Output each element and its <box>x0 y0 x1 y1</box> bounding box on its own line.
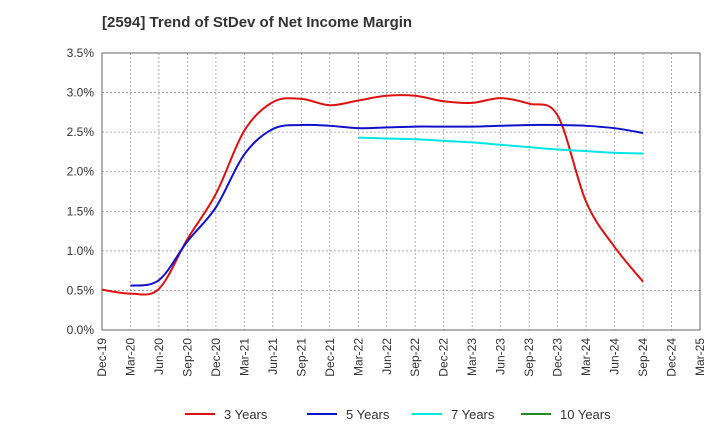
x-tick-label: Dec-21 <box>323 338 337 377</box>
x-tick-label: Jun-24 <box>608 338 622 375</box>
x-tick-label: Dec-20 <box>209 338 223 377</box>
x-tick-label: Sep-21 <box>294 338 308 377</box>
y-tick-label: 3.0% <box>67 86 95 100</box>
y-tick-label: 1.0% <box>67 244 95 258</box>
x-tick-label: Dec-22 <box>437 338 451 377</box>
y-axis-tick-labels: 0.0% 0.5% 1.0% 1.5% 2.0% 2.5% 3.0% 3.5% <box>67 46 95 337</box>
y-tick-label: 2.5% <box>67 125 95 139</box>
x-tick-label: Mar-24 <box>579 338 593 376</box>
x-tick-label: Mar-20 <box>123 338 137 376</box>
y-tick-label: 2.0% <box>67 165 95 179</box>
x-tick-label: Jun-22 <box>380 338 394 375</box>
series-line-3-years <box>101 94 644 296</box>
x-tick-label: Mar-23 <box>465 338 479 376</box>
x-tick-label: Jun-21 <box>266 338 280 375</box>
x-tick-label: Sep-22 <box>408 338 422 377</box>
x-tick-label: Sep-24 <box>636 338 650 377</box>
y-tick-label: 0.5% <box>67 283 95 297</box>
x-tick-label: Mar-25 <box>693 338 707 376</box>
y-tick-label: 3.5% <box>67 46 95 60</box>
plot-area-border <box>101 52 701 331</box>
x-tick-label: Mar-22 <box>351 338 365 376</box>
x-tick-label: Sep-20 <box>180 338 194 377</box>
y-tick-label: 1.5% <box>67 204 95 218</box>
x-tick-label: Sep-23 <box>522 338 536 377</box>
y-tick-label: 0.0% <box>67 323 95 337</box>
legend-label: 10 Years <box>560 407 611 422</box>
x-tick-label: Dec-19 <box>95 338 109 377</box>
legend-label: 7 Years <box>451 407 495 422</box>
series-lines <box>101 94 644 296</box>
x-tick-label: Dec-23 <box>551 338 565 377</box>
legend-label: 5 Years <box>346 407 390 422</box>
chart-title: [2594] Trend of StDev of Net Income Marg… <box>102 14 413 31</box>
series-line-5-years <box>130 123 644 287</box>
x-tick-label: Jun-23 <box>494 338 508 375</box>
x-tick-label: Dec-24 <box>665 338 679 377</box>
x-axis-tick-labels: Dec-19 Mar-20 Jun-20 Sep-20 Dec-20 Mar-21 Jun-… <box>95 338 707 377</box>
legend: 3 Years 5 Years 7 Years 10 Years <box>185 407 611 422</box>
x-tick-label: Mar-21 <box>237 338 251 376</box>
x-tick-label: Jun-20 <box>152 338 166 375</box>
legend-label: 3 Years <box>224 407 268 422</box>
series-line-7-years <box>358 136 644 155</box>
